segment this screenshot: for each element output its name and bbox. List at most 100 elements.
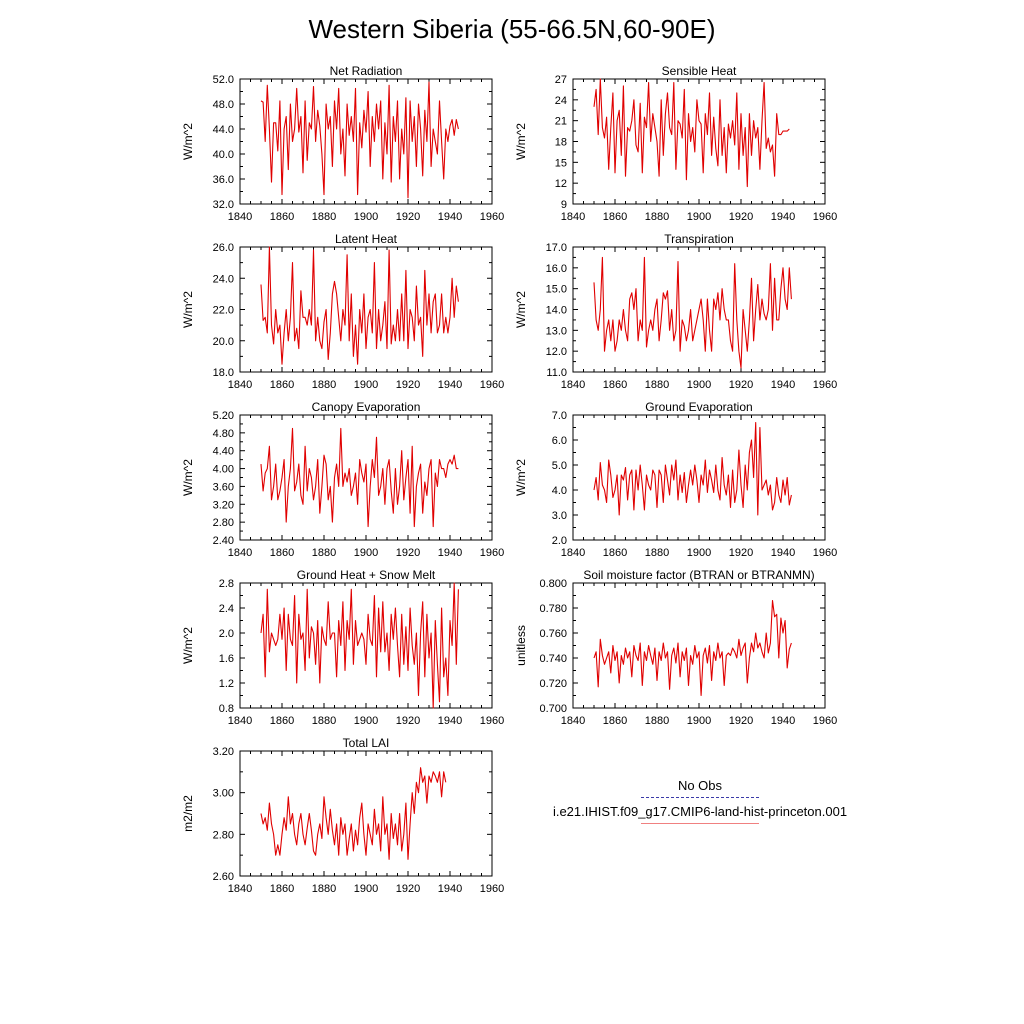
x-tick-label: 1900 [354,547,378,559]
y-tick-label: 17.0 [546,242,567,254]
x-tick-label: 1940 [771,379,795,391]
series-line [260,81,459,199]
y-axis-label: W/m^2 [181,123,195,160]
y-axis-label: W/m^2 [514,459,528,496]
y-axis-label: unitless [514,625,528,666]
x-tick-label: 1900 [687,211,711,223]
y-tick-label: 2.8 [219,578,234,590]
y-tick-label: 18.0 [213,367,234,379]
panel-title: Ground Heat + Snow Melt [297,568,436,582]
y-tick-label: 4.00 [213,464,234,476]
panel-title: Total LAI [343,736,390,750]
panel-title: Transpiration [664,232,734,246]
y-tick-label: 9 [561,199,567,211]
y-tick-label: 0.760 [539,628,567,640]
x-tick-label: 1860 [603,211,627,223]
panel-ground-heat-snow-melt: Ground Heat + Snow Melt W/m^2 1840 1860 1880… [181,568,504,727]
x-tick-label: 1840 [561,715,585,727]
legend-line-model [641,823,759,824]
y-tick-label: 20.0 [213,336,234,348]
y-tick-label: 11.0 [546,367,567,379]
y-tick-label: 27 [555,74,567,86]
panel-title: Soil moisture factor (BTRAN or BTRANMN) [583,568,814,582]
legend-label-obs: No Obs [677,778,723,793]
x-tick-label: 1920 [729,379,753,391]
y-axis-label: W/m^2 [181,627,195,664]
x-tick-label: 1920 [729,715,753,727]
plot-frame [572,78,826,205]
x-tick-label: 1960 [813,379,837,391]
panel-title: Latent Heat [335,232,398,246]
x-tick-label: 1840 [561,211,585,223]
y-tick-label: 0.780 [539,603,567,615]
x-tick-label: 1860 [270,883,294,895]
plot-frame [572,582,826,709]
x-tick-label: 1920 [396,379,420,391]
series-line [260,427,459,528]
y-tick-label: 16.0 [546,263,567,275]
x-tick-label: 1900 [687,379,711,391]
y-tick-label: 2.40 [213,535,234,547]
x-tick-label: 1960 [480,883,504,895]
y-tick-label: 0.720 [539,678,567,690]
x-tick-label: 1920 [729,547,753,559]
x-tick-label: 1880 [312,715,336,727]
y-tick-label: 26.0 [213,242,234,254]
panel-title: Net Radiation [330,64,403,78]
x-tick-label: 1940 [771,715,795,727]
series-line [593,78,790,188]
panel-total-lai: Total LAI m2/m2 1840 1860 1880 1900 1920 1940 19… [181,736,504,895]
x-tick-label: 1880 [312,547,336,559]
y-tick-label: 1.6 [219,653,234,665]
x-tick-label: 1960 [480,715,504,727]
y-tick-label: 12 [555,178,567,190]
panel-sensible-heat: Sensible Heat W/m^2 1840 1860 1880 1900 1920 19… [514,64,837,223]
x-tick-label: 1880 [645,715,669,727]
x-tick-label: 1920 [396,211,420,223]
x-tick-label: 1940 [438,547,462,559]
x-tick-label: 1880 [312,379,336,391]
y-tick-label: 2.80 [213,517,234,529]
legend: No Obs i.e21.IHIST.f09_g17.CMIP6-land-hi… [530,778,870,830]
series-line [593,421,792,516]
y-tick-label: 44.0 [213,124,234,136]
x-tick-label: 1880 [645,379,669,391]
x-tick-label: 1960 [813,211,837,223]
y-axis-label: m2/m2 [181,795,195,832]
page-title: Western Siberia (55-66.5N,60-90E) [308,14,716,44]
y-tick-label: 52.0 [213,74,234,86]
x-tick-label: 1900 [354,379,378,391]
y-tick-label: 21 [555,116,567,128]
x-tick-label: 1960 [480,547,504,559]
x-tick-label: 1920 [396,547,420,559]
y-tick-label: 48.0 [213,99,234,111]
y-tick-label: 40.0 [213,149,234,161]
x-tick-label: 1880 [645,211,669,223]
y-tick-label: 5.20 [213,410,234,422]
x-tick-label: 1940 [771,211,795,223]
y-tick-label: 24 [555,95,567,107]
panel-transpiration: Transpiration W/m^2 1840 1860 1880 1900 1920 19… [514,232,837,391]
y-tick-label: 2.80 [213,829,234,841]
y-tick-label: 2.4 [219,603,234,615]
x-tick-label: 1880 [312,211,336,223]
y-tick-label: 3.20 [213,746,234,758]
x-tick-label: 1860 [603,547,627,559]
y-tick-label: 7.0 [552,410,567,422]
x-tick-label: 1900 [354,883,378,895]
x-tick-label: 1860 [270,715,294,727]
y-tick-label: 22.0 [213,305,234,317]
x-tick-label: 1920 [396,715,420,727]
panel-ground-evaporation: Ground Evaporation W/m^2 1840 1860 1880 1900 1… [514,400,837,559]
y-axis-label: W/m^2 [181,291,195,328]
y-tick-label: 2.60 [213,871,234,883]
x-tick-label: 1860 [603,379,627,391]
y-tick-label: 0.700 [539,703,567,715]
panel-soil-moisture-factor-btran-or-btranmn: Soil moisture factor (BTRAN or BTRANMN) u… [514,568,837,727]
y-tick-label: 3.0 [552,510,567,522]
y-tick-label: 3.60 [213,481,234,493]
y-tick-label: 32.0 [213,199,234,211]
panel-title: Ground Evaporation [645,400,752,414]
x-tick-label: 1960 [480,211,504,223]
